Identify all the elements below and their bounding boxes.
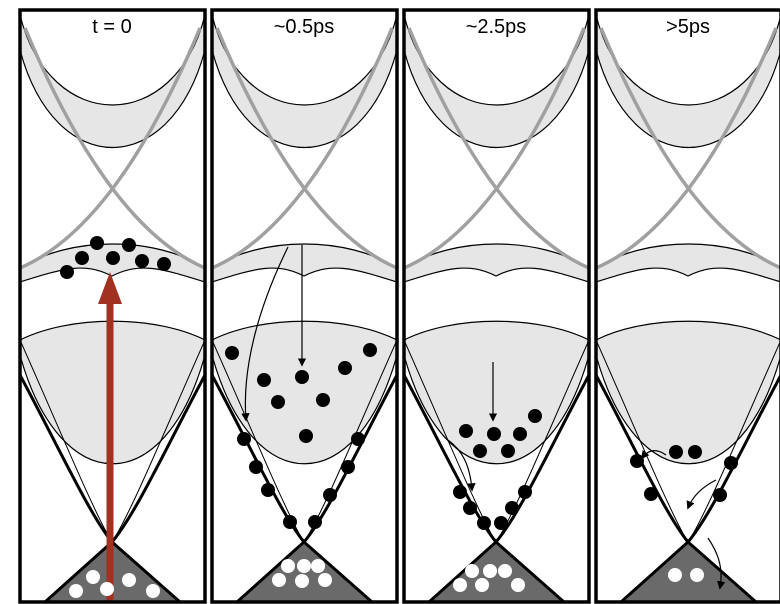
hole [498,564,512,578]
hole [511,578,525,592]
electron [257,373,271,387]
electron [644,487,658,501]
electron [363,343,377,357]
band-diagram [20,15,205,602]
middle-band [596,244,780,282]
middle-band [212,244,397,282]
electron [487,427,501,441]
middle-band [404,244,589,282]
electron [494,516,508,530]
electron [724,456,738,470]
electron [473,444,487,458]
electron [157,257,171,271]
electron [505,501,519,515]
electron [501,444,515,458]
electron [463,501,477,515]
electron [299,429,313,443]
panel: ~0.5ps [212,10,397,602]
hole [453,578,467,592]
hole [100,582,114,596]
valence-band [621,542,756,602]
electron [283,515,297,529]
hole [690,568,704,582]
hole [295,574,309,588]
hole [668,568,682,582]
electron [669,445,683,459]
panel-title: ~0.5ps [274,16,335,38]
hole [122,573,136,587]
panel: ~2.5ps [404,10,589,602]
electron [477,516,491,530]
electron [338,361,352,375]
electron [528,409,542,423]
electron [351,432,365,446]
electron [713,488,727,502]
lower-band [404,321,589,464]
electron [453,485,467,499]
panel-title: t = 0 [92,16,131,38]
electron [75,251,89,265]
band-diagram [404,15,589,602]
hole [465,564,479,578]
electron [135,254,149,268]
panel: >5ps [596,10,780,602]
electron [688,445,702,459]
hole [281,559,295,573]
band-diagram [212,15,397,602]
electron [271,395,285,409]
panel-title: ~2.5ps [466,16,527,38]
hole [297,559,311,573]
hole [318,573,332,587]
electron [630,454,644,468]
electron [341,460,355,474]
electron [249,460,263,474]
lower-band [596,321,780,464]
electron [459,424,473,438]
electron [308,515,322,529]
band-diagram [596,15,780,602]
hole [86,570,100,584]
figure: t = 0 ~0.5ps ~2.5ps >5ps [0,0,780,604]
electron [106,251,120,265]
electron [60,265,74,279]
electron [316,393,330,407]
electron [237,432,251,446]
hole [475,578,489,592]
hole [483,564,497,578]
panel-title: >5ps [666,16,710,38]
electron [90,236,104,250]
electron [261,483,275,497]
electron [295,370,309,384]
electron [225,346,239,360]
electron [323,488,337,502]
hole [69,584,83,598]
hole [272,573,286,587]
hole [146,584,160,598]
electron [122,238,136,252]
panel: t = 0 [20,10,205,602]
hole [311,559,325,573]
electron [513,427,527,441]
electron [518,485,532,499]
excitation-arrow-head [98,272,122,304]
